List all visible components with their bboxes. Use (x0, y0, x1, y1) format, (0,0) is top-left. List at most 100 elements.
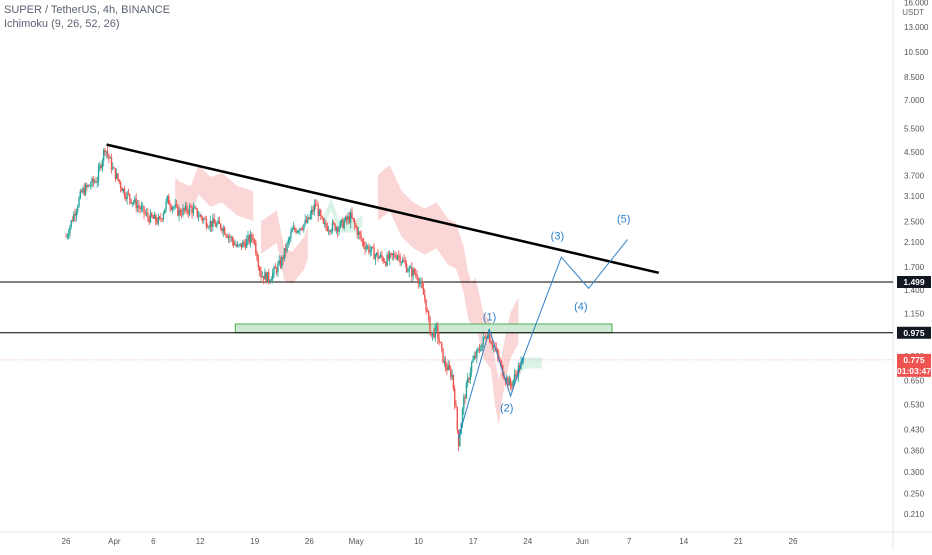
candle-body (213, 218, 215, 224)
candle-body (77, 206, 79, 212)
candle-body (348, 216, 351, 223)
candle-body (321, 215, 323, 219)
current-price-tag: 0.775 (903, 355, 925, 365)
candle-body (171, 207, 174, 210)
candle-body (361, 239, 364, 242)
candle-body (242, 241, 244, 248)
candle-body (352, 217, 354, 220)
candle-body (164, 209, 166, 214)
y-tick-label: 4.500 (904, 148, 925, 157)
descending-trendline[interactable] (106, 143, 660, 275)
candle-body (477, 348, 479, 350)
candle-body (183, 208, 185, 210)
candle-body (339, 221, 341, 228)
x-tick-label: May (349, 537, 364, 546)
candle-body (178, 210, 180, 216)
candle-body (165, 201, 167, 210)
candle-body (122, 188, 124, 192)
candle-body (239, 243, 241, 245)
candle-body (428, 311, 430, 318)
candle-body (243, 241, 245, 244)
candle-body (503, 376, 505, 380)
y-tick-label: 8.500 (904, 73, 925, 82)
level-tag-low: 0.975 (903, 328, 925, 338)
candle-body (79, 191, 81, 199)
candle-body (275, 268, 278, 273)
candle-body (255, 242, 257, 254)
candle-body (105, 151, 107, 153)
candle-body (344, 216, 347, 222)
elliott-wave-path[interactable] (457, 239, 628, 439)
y-tick-label: 13.000 (904, 23, 929, 32)
candle-body (260, 270, 262, 278)
candle-body (389, 253, 391, 260)
candle-body (135, 198, 137, 209)
wave-label: (1) (483, 312, 496, 324)
candle-body (398, 255, 400, 257)
candle-body (160, 218, 162, 219)
candle-body (402, 259, 404, 263)
candle-body (197, 216, 200, 218)
candle-body (363, 241, 365, 246)
x-tick-label: 6 (151, 537, 156, 546)
candle-body (438, 338, 440, 342)
candle-body (441, 343, 443, 348)
candle-body (318, 210, 321, 216)
candle-body (134, 198, 136, 203)
candle-body (459, 434, 461, 447)
candle-body (91, 178, 93, 186)
candle-body (360, 234, 362, 240)
candle-body (288, 237, 291, 241)
y-tick-label: 5.500 (904, 125, 925, 134)
candle-body (149, 212, 152, 223)
x-tick-label: 21 (734, 537, 743, 546)
candle-body (80, 191, 83, 192)
candle-body (291, 229, 293, 233)
candle-body (435, 325, 438, 327)
candle-body (507, 377, 509, 386)
current-price-tag-bg (897, 353, 931, 366)
candle-body (66, 235, 68, 237)
candle-body (216, 223, 218, 227)
candle-body (251, 234, 253, 239)
candle-body (340, 219, 343, 222)
candle-body (218, 220, 221, 224)
candle-body (97, 168, 100, 182)
candle-body (330, 230, 332, 232)
candle-body (404, 261, 406, 264)
x-tick-label: Jun (576, 537, 589, 546)
candle-body (170, 206, 172, 210)
wave-label: (2) (500, 403, 513, 415)
candle-body (188, 206, 191, 214)
candle-body (173, 207, 175, 208)
candle-body (203, 218, 205, 221)
candle-body (244, 243, 247, 248)
candle-body (74, 213, 76, 216)
wave-label: (4) (574, 301, 587, 313)
candle-body (234, 244, 236, 246)
x-tick-label: 12 (196, 537, 205, 546)
countdown-tag-bg (897, 364, 931, 377)
y-tick-label: 0.250 (904, 489, 925, 498)
candle-body (121, 187, 123, 192)
candle-body (145, 212, 148, 214)
candle-body (426, 311, 429, 312)
level-tag-high: 1.499 (903, 277, 925, 287)
candle-body (472, 359, 474, 363)
candle-body (464, 397, 466, 399)
candle-body (373, 247, 375, 260)
candle-body (450, 368, 452, 378)
candle-body (468, 378, 470, 380)
candle-body (129, 194, 131, 200)
candle-body (482, 337, 484, 344)
demand-zone[interactable] (234, 323, 613, 334)
candle-body (394, 254, 396, 258)
candle-body (437, 325, 439, 339)
candle-body (143, 206, 145, 214)
candle-body (442, 347, 444, 363)
candle-body (106, 151, 109, 155)
candle-body (209, 221, 211, 227)
candle-body (166, 195, 169, 202)
